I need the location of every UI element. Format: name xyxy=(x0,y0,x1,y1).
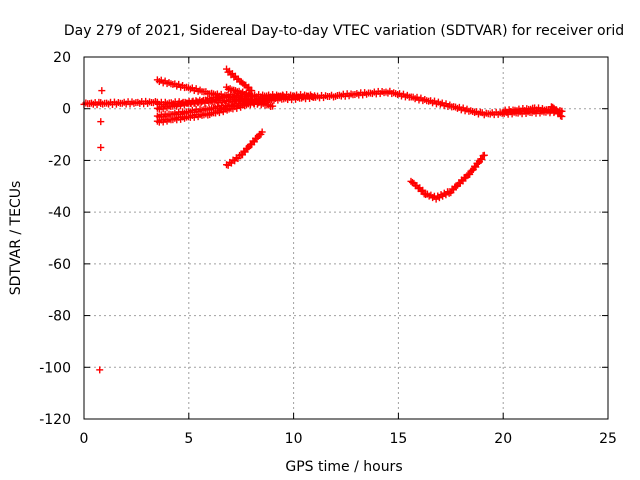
grid xyxy=(84,57,608,419)
data-point xyxy=(472,163,480,171)
y-axis-label: SDTVAR / TECUs xyxy=(8,181,24,296)
data-point xyxy=(439,192,447,200)
data-point xyxy=(444,188,452,196)
plot-frame xyxy=(83,56,609,420)
data-point xyxy=(419,186,427,194)
data-points xyxy=(80,65,566,374)
data-point xyxy=(558,112,566,120)
data-point xyxy=(97,118,105,126)
x-axis-label: GPS time / hours xyxy=(285,459,402,475)
x-tick-label: 20 xyxy=(494,431,512,447)
y-tick-label: -100 xyxy=(39,360,71,376)
data-point xyxy=(258,128,266,136)
x-tick-label: 15 xyxy=(389,431,407,447)
x-tick-label: 25 xyxy=(599,431,617,447)
data-point xyxy=(241,148,249,156)
data-point xyxy=(555,109,563,117)
y-tick-label: 0 xyxy=(62,102,71,118)
data-point xyxy=(97,144,105,151)
data-point xyxy=(98,87,106,95)
data-point xyxy=(468,166,476,174)
data-point xyxy=(258,97,266,105)
data-point xyxy=(549,103,557,111)
data-point xyxy=(234,155,242,163)
x-tick-label: 10 xyxy=(285,431,303,447)
y-tick-label: -20 xyxy=(48,153,71,169)
x-tick-label: 5 xyxy=(184,431,193,447)
data-point xyxy=(478,155,486,163)
data-point xyxy=(250,138,258,146)
data-point xyxy=(432,195,440,203)
data-point xyxy=(435,194,443,202)
y-tick-label: -40 xyxy=(48,205,71,221)
data-point xyxy=(248,92,256,100)
axis-ticks: 20 0 -20 -40 -60 -80 -100 -120 0 5 10 15 20 25 xyxy=(39,50,617,447)
y-tick-label: -80 xyxy=(48,309,71,325)
data-point xyxy=(480,151,488,159)
data-point xyxy=(96,366,104,374)
chart-title: Day 279 of 2021, Sidereal Day-to-day VTE… xyxy=(64,23,624,39)
data-point xyxy=(311,92,319,100)
y-tick-label: 20 xyxy=(53,50,71,66)
y-tick-label: -60 xyxy=(48,257,71,273)
data-point xyxy=(269,102,277,110)
data-point xyxy=(466,170,474,178)
y-tick-label: -120 xyxy=(39,412,71,428)
data-point xyxy=(442,191,450,199)
x-tick-label: 0 xyxy=(80,431,89,447)
